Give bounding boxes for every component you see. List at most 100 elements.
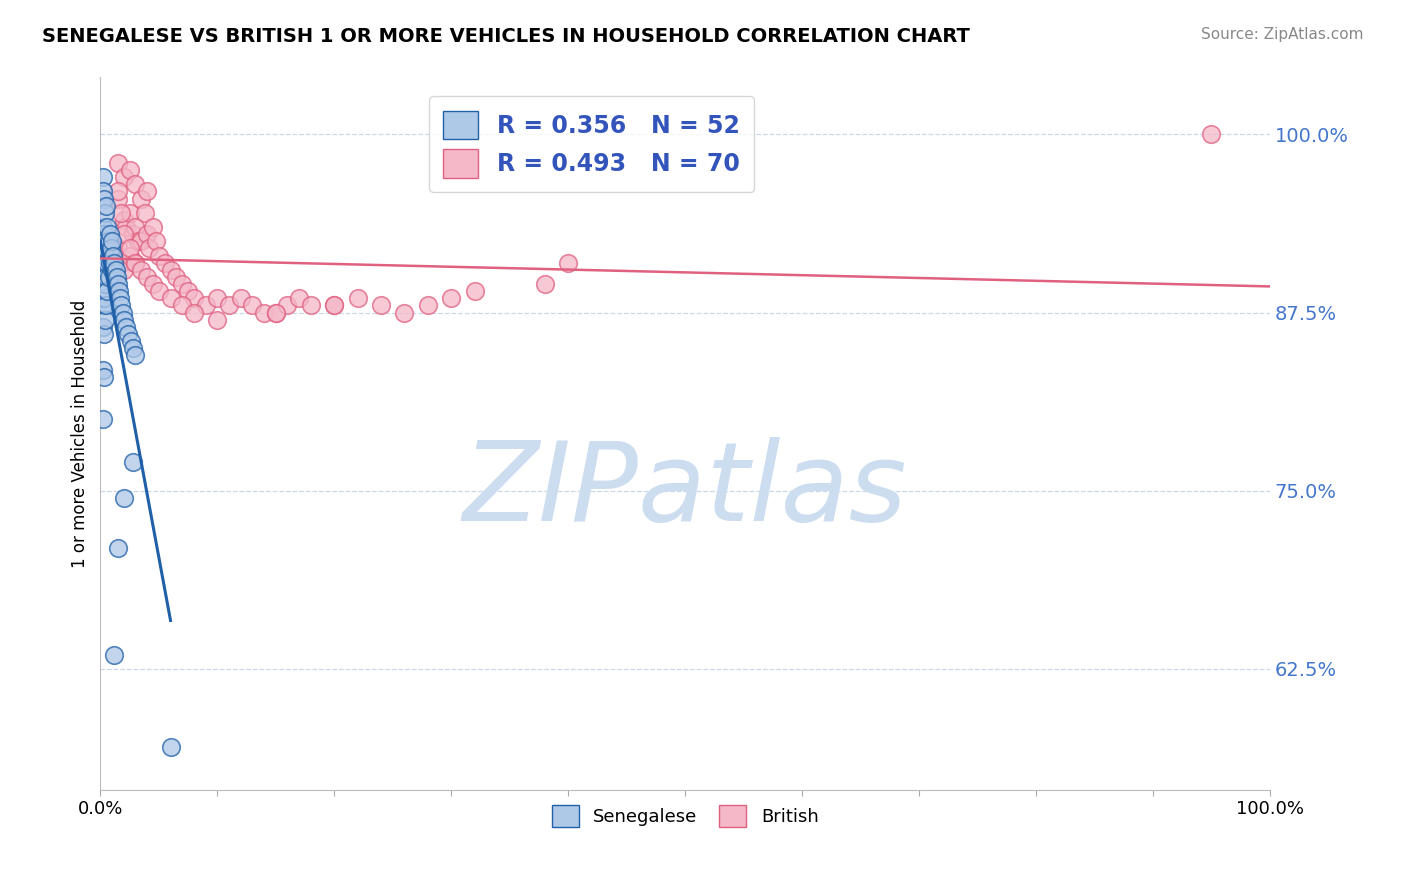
Point — [96, 235, 118, 249]
Point — [103, 249, 125, 263]
Y-axis label: 1 or more Vehicles in Household: 1 or more Vehicles in Household — [72, 300, 89, 568]
Point — [207, 312, 229, 326]
Point — [91, 220, 114, 235]
Point — [142, 220, 165, 235]
Point — [107, 541, 129, 555]
Point — [97, 269, 120, 284]
Point — [93, 192, 115, 206]
Point — [91, 362, 114, 376]
Point — [107, 185, 129, 199]
Point — [108, 284, 131, 298]
Point — [107, 192, 129, 206]
Point — [1201, 128, 1223, 142]
Point — [103, 255, 125, 269]
Point — [111, 305, 134, 319]
Point — [98, 227, 121, 242]
Point — [96, 227, 118, 242]
Point — [91, 170, 114, 185]
Point — [110, 298, 132, 312]
Point — [117, 326, 139, 341]
Point — [346, 291, 368, 305]
Point — [142, 277, 165, 291]
Point — [93, 291, 115, 305]
Point — [153, 255, 176, 269]
Point — [91, 185, 114, 199]
Point — [122, 227, 145, 242]
Point — [105, 269, 128, 284]
Point — [91, 298, 114, 312]
Point — [323, 298, 346, 312]
Text: SENEGALESE VS BRITISH 1 OR MORE VEHICLES IN HOUSEHOLD CORRELATION CHART: SENEGALESE VS BRITISH 1 OR MORE VEHICLES… — [42, 27, 970, 45]
Point — [127, 235, 149, 249]
Point — [94, 312, 117, 326]
Point — [138, 242, 160, 256]
Point — [101, 269, 124, 284]
Point — [129, 262, 152, 277]
Point — [112, 262, 135, 277]
Text: ZIPatlas: ZIPatlas — [463, 437, 907, 544]
Point — [96, 284, 118, 298]
Point — [183, 305, 205, 319]
Point — [104, 262, 127, 277]
Point — [122, 341, 145, 355]
Point — [148, 249, 170, 263]
Point — [91, 262, 114, 277]
Point — [107, 156, 129, 170]
Point — [394, 305, 416, 319]
Point — [148, 284, 170, 298]
Point — [370, 298, 392, 312]
Point — [177, 284, 200, 298]
Text: Source: ZipAtlas.com: Source: ZipAtlas.com — [1201, 27, 1364, 42]
Point — [136, 185, 159, 199]
Point — [112, 312, 135, 326]
Point — [264, 305, 287, 319]
Point — [129, 192, 152, 206]
Point — [94, 277, 117, 291]
Legend: Senegalese, British: Senegalese, British — [544, 797, 825, 834]
Point — [100, 242, 122, 256]
Point — [323, 298, 346, 312]
Point — [94, 242, 117, 256]
Point — [93, 326, 115, 341]
Point — [96, 255, 118, 269]
Point — [96, 220, 118, 235]
Point — [91, 412, 114, 426]
Point — [107, 242, 129, 256]
Point — [557, 255, 579, 269]
Point — [183, 291, 205, 305]
Point — [110, 206, 132, 220]
Point — [101, 235, 124, 249]
Point — [159, 291, 181, 305]
Point — [93, 227, 115, 242]
Point — [118, 249, 141, 263]
Point — [120, 334, 142, 348]
Point — [253, 305, 276, 319]
Point — [122, 455, 145, 469]
Point — [288, 291, 311, 305]
Point — [165, 269, 187, 284]
Point — [96, 269, 118, 284]
Point — [440, 291, 463, 305]
Point — [96, 199, 118, 213]
Point — [136, 269, 159, 284]
Point — [93, 369, 115, 384]
Point — [416, 298, 439, 312]
Point — [129, 235, 152, 249]
Point — [207, 291, 229, 305]
Point — [112, 213, 135, 227]
Point — [112, 170, 135, 185]
Point — [124, 220, 146, 235]
Point — [103, 249, 125, 263]
Point — [103, 648, 125, 662]
Point — [96, 298, 118, 312]
Point — [93, 255, 115, 269]
Point — [264, 305, 287, 319]
Point — [110, 291, 132, 305]
Point — [124, 178, 146, 192]
Point — [136, 227, 159, 242]
Point — [112, 491, 135, 505]
Point — [91, 319, 114, 334]
Point — [112, 227, 135, 242]
Point — [145, 235, 167, 249]
Point — [124, 348, 146, 362]
